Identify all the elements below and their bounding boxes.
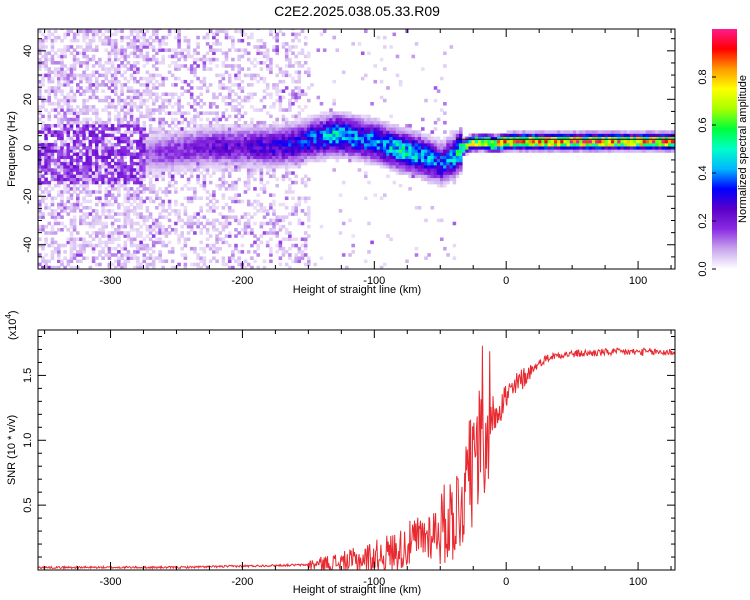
snr-y-tick-label: 1.5: [22, 368, 34, 383]
heatmap-y-tick-label: 40: [22, 45, 34, 57]
colorbar: 0.0 0.2 0.4 0.6 0.8 Normalized spectral ampl…: [697, 29, 749, 277]
heatmap-y-tick-label: 0: [22, 145, 34, 151]
heatmap-x-tick-label: 100: [629, 275, 647, 287]
heatmap-frame: [37, 28, 676, 270]
snr-x-tick-label: 100: [629, 576, 647, 588]
snr-y-tick-label: 0.5: [22, 497, 34, 512]
colorbar-tick-label: 0.4: [697, 165, 709, 180]
heatmap-x-tick-label: -200: [231, 275, 253, 287]
snr-x-label: Height of straight line (km): [293, 584, 421, 596]
heatmap-y-tick-label: -40: [22, 237, 34, 253]
heatmap-y-tick-label: -20: [22, 188, 34, 204]
snr-x-tick-label: -100: [363, 576, 385, 588]
snr-multiplier: (x104): [4, 310, 19, 340]
heatmap-cells: [38, 29, 675, 269]
heatmap-x-label: Height of straight line (km): [293, 284, 421, 296]
snr-frame: [37, 329, 676, 571]
snr-y-label: SNR (10 * v/v): [6, 415, 18, 485]
snr-x-ticks: -300 -200 -100 0 100: [44, 330, 672, 588]
snr-series-line: [37, 345, 676, 572]
heatmap-x-tick-label: -100: [363, 275, 385, 287]
snr-x-tick-label: 0: [503, 576, 509, 588]
snr-x-tick-label: -300: [100, 576, 122, 588]
colorbar-tick-label: 0.2: [697, 213, 709, 228]
snr-multiplier-close: ): [7, 310, 19, 314]
snr-panel: -300 -200 -100 0 100 0.5 1.0 1.5 Height of str…: [4, 310, 676, 596]
heatmap-x-tick-label: 0: [503, 275, 509, 287]
figure-title: C2E2.2025.038.05.33.R09: [274, 3, 440, 19]
snr-multiplier-base: (x10: [7, 319, 19, 340]
snr-y-ticks: 0.5 1.0 1.5: [22, 335, 675, 558]
colorbar-tick-label: 0.0: [697, 261, 709, 276]
colorbar-tick-label: 0.6: [697, 117, 709, 132]
snr-x-tick-label: -200: [231, 576, 253, 588]
heatmap-y-label: Frequency (Hz): [6, 111, 18, 187]
colorbar-gradient: [712, 29, 737, 269]
colorbar-label: Normalized spectral amplitude: [737, 75, 749, 223]
colorbar-tick-label: 0.8: [697, 69, 709, 84]
snr-multiplier-text: (x104): [4, 310, 19, 340]
heatmap-x-ticks: -300 -200 -100 0 100: [44, 29, 672, 287]
heatmap-y-ticks: -40 -20 0 20 40: [22, 38, 675, 258]
colorbar-ticks: 0.0 0.2 0.4 0.6 0.8: [697, 69, 716, 277]
heatmap-y-tick-label: 20: [22, 93, 34, 105]
snr-multiplier-exp: 4: [4, 314, 13, 319]
heatmap-x-tick-label: -300: [100, 275, 122, 287]
snr-y-tick-label: 1.0: [22, 433, 34, 448]
